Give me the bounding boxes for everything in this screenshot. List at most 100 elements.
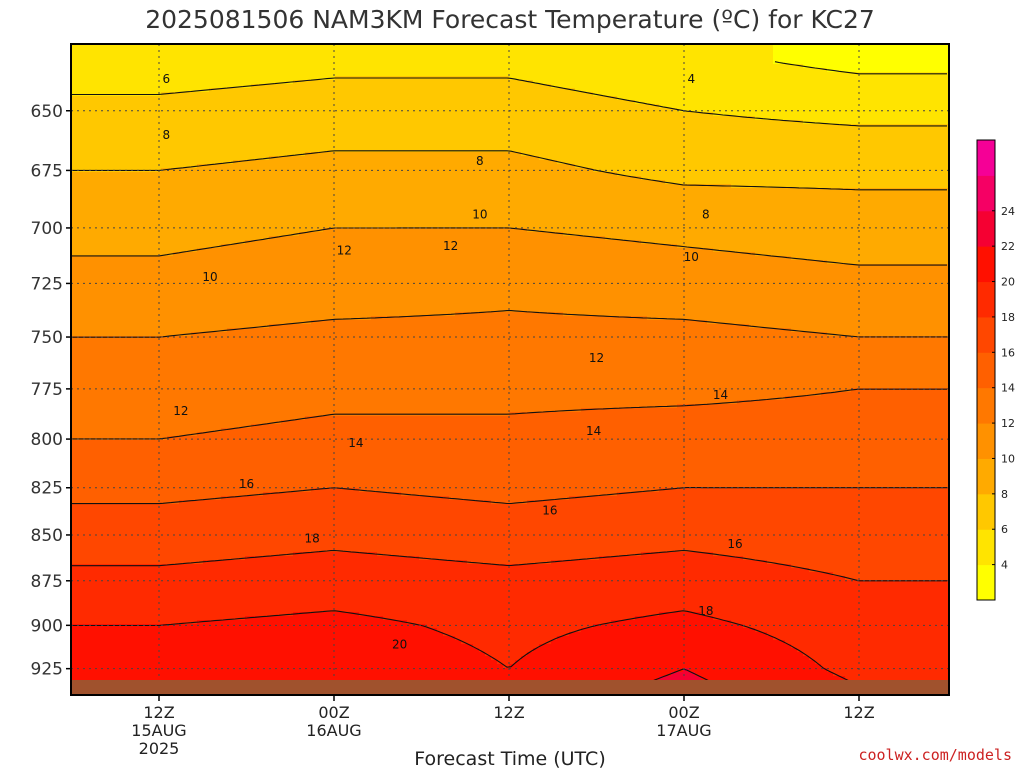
temperature-cell: [215, 96, 222, 101]
temperature-cell: [113, 340, 120, 345]
temperature-cell: [209, 124, 216, 129]
temperature-cell: [83, 676, 90, 681]
temperature-cell: [143, 272, 150, 277]
temperature-cell: [95, 308, 102, 313]
temperature-cell: [179, 180, 186, 185]
temperature-cell: [149, 176, 156, 181]
temperature-cell: [101, 272, 108, 277]
temperature-cell: [161, 56, 168, 61]
temperature-cell: [107, 116, 114, 121]
temperature-cell: [251, 204, 258, 209]
temperature-cell: [131, 556, 138, 561]
temperature-cell: [107, 232, 114, 237]
temperature-cell: [89, 644, 96, 649]
temperature-cell: [203, 420, 210, 425]
temperature-cell: [107, 164, 114, 169]
temperature-cell: [143, 512, 150, 517]
temperature-cell: [221, 212, 228, 217]
temperature-cell: [245, 68, 252, 73]
temperature-cell: [89, 456, 96, 461]
temperature-cell: [179, 620, 186, 625]
temperature-cell: [143, 556, 150, 561]
temperature-cell: [137, 520, 144, 525]
temperature-cell: [101, 108, 108, 113]
temperature-cell: [155, 672, 162, 677]
temperature-cell: [149, 528, 156, 533]
temperature-cell: [179, 556, 186, 561]
temperature-cell: [167, 148, 174, 153]
temperature-cell: [191, 412, 198, 417]
temperature-cell: [251, 212, 258, 217]
temperature-cell: [119, 120, 126, 125]
temperature-cell: [155, 660, 162, 665]
temperature-cell: [95, 148, 102, 153]
temperature-cell: [245, 152, 252, 157]
temperature-cell: [179, 580, 186, 585]
temperature-cell: [209, 384, 216, 389]
temperature-cell: [227, 232, 234, 237]
temperature-cell: [107, 588, 114, 593]
temperature-cell: [197, 668, 204, 673]
temperature-cell: [179, 636, 186, 641]
temperature-cell: [227, 304, 234, 309]
temperature-cell: [143, 204, 150, 209]
temperature-cell: [137, 504, 144, 509]
temperature-cell: [113, 140, 120, 145]
temperature-cell: [221, 656, 228, 661]
temperature-cell: [173, 276, 180, 281]
temperature-cell: [77, 520, 84, 525]
temperature-cell: [95, 252, 102, 257]
temperature-cell: [197, 316, 204, 321]
temperature-cell: [101, 620, 108, 625]
temperature-cell: [143, 448, 150, 453]
temperature-cell: [77, 248, 84, 253]
temperature-cell: [233, 48, 240, 53]
temperature-cell: [215, 316, 222, 321]
temperature-cell: [119, 508, 126, 513]
temperature-cell: [143, 636, 150, 641]
temperature-cell: [167, 88, 174, 93]
temperature-cell: [137, 172, 144, 177]
temperature-cell: [203, 268, 210, 273]
temperature-cell: [143, 504, 150, 509]
temperature-cell: [101, 308, 108, 313]
temperature-cell: [227, 212, 234, 217]
temperature-cell: [83, 140, 90, 145]
temperature-cell: [245, 316, 252, 321]
temperature-cell: [155, 112, 162, 117]
temperature-cell: [149, 156, 156, 161]
temperature-cell: [203, 356, 210, 361]
temperature-cell: [215, 156, 222, 161]
temperature-cell: [245, 204, 252, 209]
temperature-cell: [185, 400, 192, 405]
temperature-cell: [149, 460, 156, 465]
temperature-cell: [239, 256, 246, 261]
temperature-cell: [215, 48, 222, 53]
temperature-cell: [203, 508, 210, 513]
temperature-cell: [221, 228, 228, 233]
temperature-cell: [239, 196, 246, 201]
temperature-cell: [215, 196, 222, 201]
temperature-cell: [77, 120, 84, 125]
temperature-cell: [203, 452, 210, 457]
temperature-cell: [119, 656, 126, 661]
temperature-cell: [227, 480, 234, 485]
temperature-cell: [143, 632, 150, 637]
temperature-cell: [143, 544, 150, 549]
temperature-cell: [239, 224, 246, 229]
temperature-cell: [83, 388, 90, 393]
temperature-cell: [233, 508, 240, 513]
temperature-cell: [221, 408, 228, 413]
temperature-cell: [161, 508, 168, 513]
temperature-cell: [119, 272, 126, 277]
temperature-cell: [251, 260, 258, 265]
temperature-cell: [143, 428, 150, 433]
temperature-cell: [83, 308, 90, 313]
temperature-cell: [125, 56, 132, 61]
temperature-cell: [149, 632, 156, 637]
temperature-cell: [149, 492, 156, 497]
temperature-cell: [137, 372, 144, 377]
temperature-cell: [125, 568, 132, 573]
temperature-cell: [95, 216, 102, 221]
temperature-cell: [149, 636, 156, 641]
